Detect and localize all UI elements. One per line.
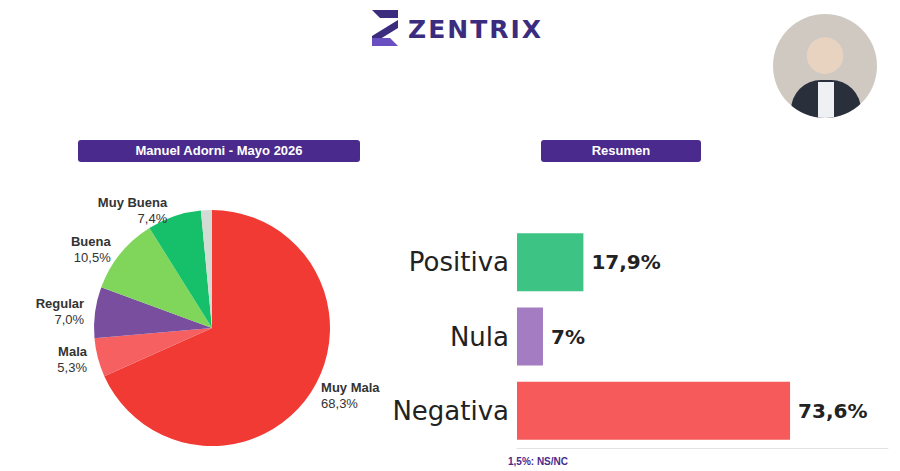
html-text:Manuel Adorni - Mayo 2026: Manuel Adorni - Mayo 2026	[135, 143, 303, 158]
svg-text:10,5%: 10,5%	[74, 250, 111, 265]
svg-text:Muy Buena: Muy Buena	[98, 195, 168, 210]
svg-text:Positiva: Positiva	[409, 247, 509, 277]
svg-text:7%: 7%	[551, 325, 585, 349]
svg-text:7,4%: 7,4%	[138, 211, 168, 226]
svg-text:73,6%: 73,6%	[798, 399, 867, 423]
html-text:Resumen: Resumen	[591, 143, 651, 158]
svg-text:5,3%: 5,3%	[57, 360, 87, 375]
svg-text:Muy Mala: Muy Mala	[321, 380, 380, 395]
svg-text:Regular: Regular	[36, 296, 84, 311]
svg-text:68,3%: 68,3%	[321, 396, 358, 411]
svg-text:Mala: Mala	[58, 344, 88, 359]
svg-text:Negativa: Negativa	[392, 396, 509, 426]
svg-text:Buena: Buena	[71, 234, 112, 249]
svg-text:7,0%: 7,0%	[54, 312, 84, 327]
html-text:ZENTRIX: ZENTRIX	[408, 15, 543, 44]
svg-text:Nula: Nula	[450, 322, 509, 352]
svg-text:17,9%: 17,9%	[591, 250, 660, 274]
html-text:1,5%: NS/NC: 1,5%: NS/NC	[508, 456, 568, 467]
